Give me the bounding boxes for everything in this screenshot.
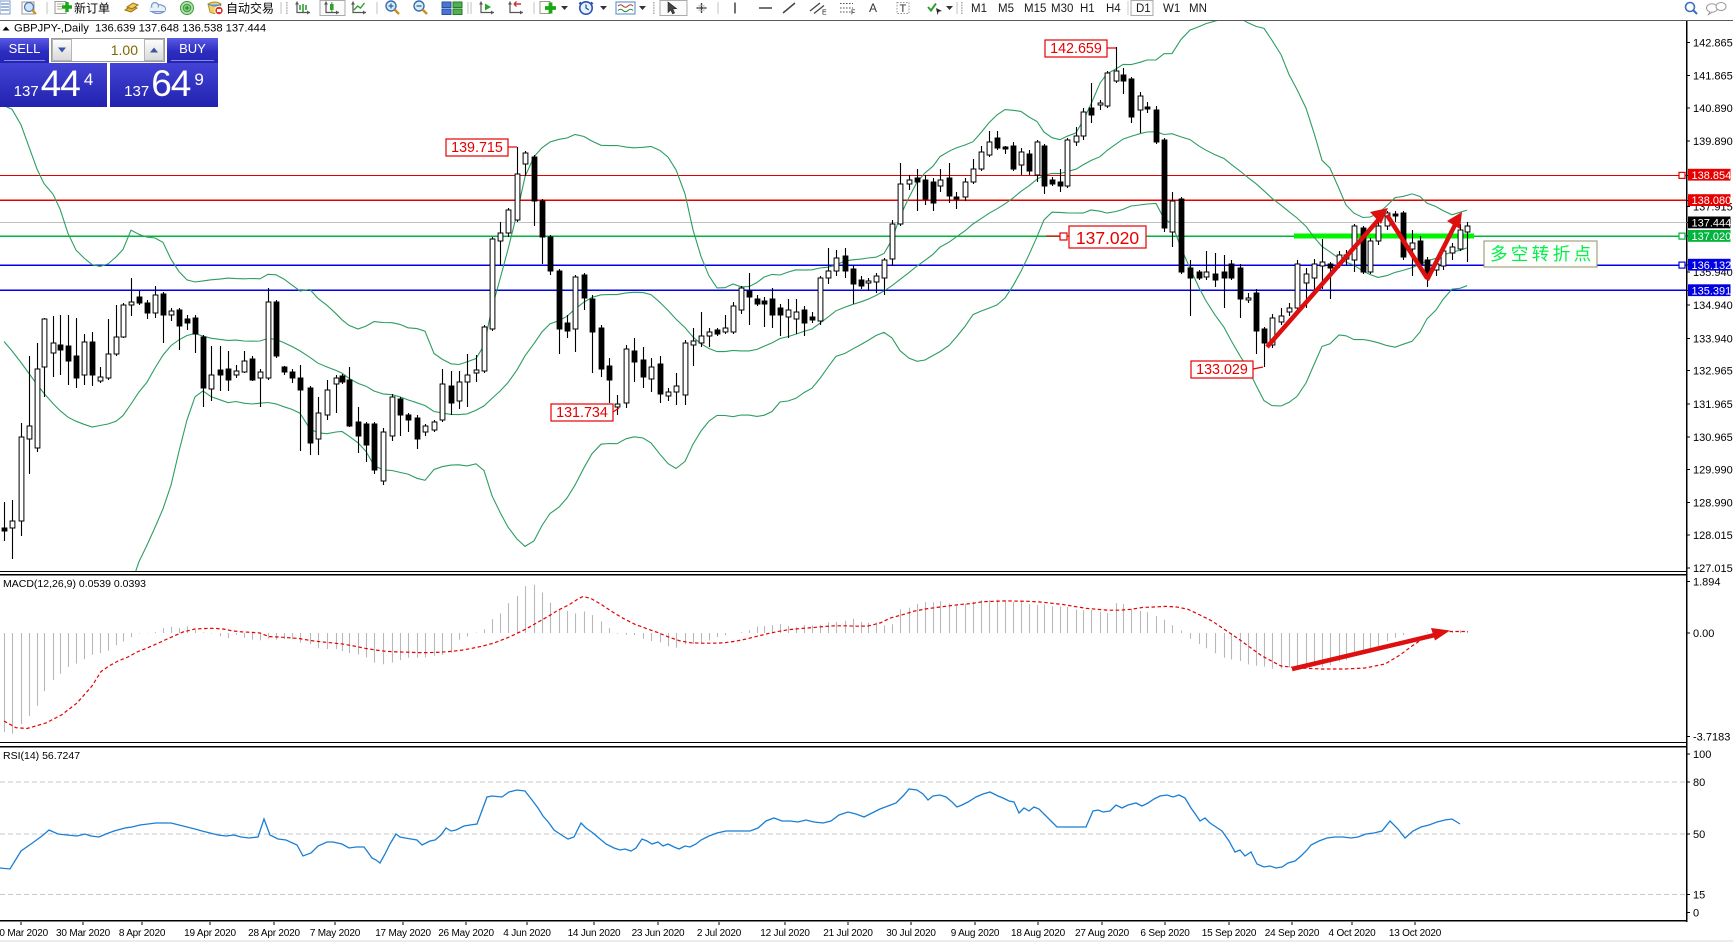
svg-text:137.020: 137.020 <box>1076 228 1140 248</box>
svg-text:28 Apr 2020: 28 Apr 2020 <box>248 928 300 939</box>
svg-text:14 Jun 2020: 14 Jun 2020 <box>568 928 621 939</box>
svg-text:130.965: 130.965 <box>1693 432 1733 444</box>
svg-text:D1: D1 <box>1136 3 1151 15</box>
svg-text:134.940: 134.940 <box>1693 300 1733 312</box>
svg-text:GBPJPY-,Daily 136.639 137.648: GBPJPY-,Daily 136.639 137.648 136.538 13… <box>14 23 266 35</box>
svg-text:24 Sep 2020: 24 Sep 2020 <box>1265 928 1320 939</box>
svg-text:23 Jun 2020: 23 Jun 2020 <box>632 928 685 939</box>
svg-text:129.990: 129.990 <box>1693 464 1733 476</box>
svg-text:141.865: 141.865 <box>1693 71 1733 83</box>
svg-text:MN: MN <box>1189 3 1207 15</box>
svg-text:131.734: 131.734 <box>556 405 608 421</box>
svg-text:30 Mar 2020: 30 Mar 2020 <box>56 928 111 939</box>
svg-text:27 Aug 2020: 27 Aug 2020 <box>1075 928 1130 939</box>
svg-text:132.965: 132.965 <box>1693 366 1733 378</box>
svg-text:H1: H1 <box>1080 3 1095 15</box>
svg-text:0: 0 <box>1693 908 1699 920</box>
svg-text:H4: H4 <box>1106 3 1121 15</box>
svg-text:100: 100 <box>1693 749 1711 761</box>
svg-text:137.020: 137.020 <box>1692 231 1732 243</box>
svg-text:7 May 2020: 7 May 2020 <box>310 928 361 939</box>
svg-text:W1: W1 <box>1163 3 1180 15</box>
svg-text:17 May 2020: 17 May 2020 <box>375 928 431 939</box>
svg-text:13 Oct 2020: 13 Oct 2020 <box>1389 928 1442 939</box>
svg-text:128.990: 128.990 <box>1693 498 1733 510</box>
svg-text:1.894: 1.894 <box>1693 577 1721 589</box>
svg-text:-3.7183: -3.7183 <box>1693 732 1730 744</box>
svg-text:26 May 2020: 26 May 2020 <box>438 928 494 939</box>
svg-text:19 Apr 2020: 19 Apr 2020 <box>184 928 236 939</box>
svg-text:12 Jul 2020: 12 Jul 2020 <box>760 928 810 939</box>
svg-text:9 Aug 2020: 9 Aug 2020 <box>951 928 1000 939</box>
svg-text:138.080: 138.080 <box>1692 195 1732 207</box>
svg-text:137.444: 137.444 <box>1692 218 1732 230</box>
svg-text:T: T <box>900 3 907 15</box>
svg-text:133.029: 133.029 <box>1196 362 1248 378</box>
svg-text:2 Jul 2020: 2 Jul 2020 <box>697 928 742 939</box>
svg-text:新订单: 新订单 <box>74 1 110 16</box>
svg-text:多空转折点: 多空转折点 <box>1490 244 1595 264</box>
svg-text:142.659: 142.659 <box>1050 41 1102 57</box>
svg-text:RSI(14) 56.7247: RSI(14) 56.7247 <box>3 750 80 762</box>
svg-text:E: E <box>822 10 827 17</box>
svg-text:6 Sep 2020: 6 Sep 2020 <box>1140 928 1190 939</box>
svg-text:F: F <box>851 10 855 17</box>
svg-text:136.132: 136.132 <box>1692 260 1732 272</box>
svg-text:20 Mar 2020: 20 Mar 2020 <box>0 928 49 939</box>
svg-text:138.854: 138.854 <box>1692 170 1732 182</box>
svg-text:MACD(12,26,9) 0.0539 0.0393: MACD(12,26,9) 0.0539 0.0393 <box>3 578 146 590</box>
svg-text:8 Apr 2020: 8 Apr 2020 <box>119 928 166 939</box>
svg-text:50: 50 <box>1693 829 1705 841</box>
svg-text:A: A <box>869 1 877 15</box>
svg-text:18 Aug 2020: 18 Aug 2020 <box>1011 928 1066 939</box>
svg-text:15: 15 <box>1693 890 1705 902</box>
svg-text:127.015: 127.015 <box>1693 563 1733 575</box>
svg-text:M15: M15 <box>1024 3 1046 15</box>
svg-text:15 Sep 2020: 15 Sep 2020 <box>1202 928 1257 939</box>
svg-text:30 Jul 2020: 30 Jul 2020 <box>886 928 936 939</box>
svg-text:M1: M1 <box>971 3 987 15</box>
svg-text:142.865: 142.865 <box>1693 37 1733 49</box>
svg-text:4 Jun 2020: 4 Jun 2020 <box>503 928 551 939</box>
svg-text:M30: M30 <box>1051 3 1073 15</box>
svg-text:21 Jul 2020: 21 Jul 2020 <box>823 928 873 939</box>
svg-text:133.940: 133.940 <box>1693 333 1733 345</box>
svg-text:139.715: 139.715 <box>451 140 503 156</box>
svg-text:4 Oct 2020: 4 Oct 2020 <box>1329 928 1377 939</box>
svg-text:131.965: 131.965 <box>1693 399 1733 411</box>
svg-text:135.391: 135.391 <box>1692 285 1732 297</box>
svg-text:0.00: 0.00 <box>1693 628 1714 640</box>
svg-text:140.890: 140.890 <box>1693 103 1733 115</box>
svg-text:128.015: 128.015 <box>1693 530 1733 542</box>
svg-text:自动交易: 自动交易 <box>226 1 274 16</box>
svg-text:M5: M5 <box>998 3 1014 15</box>
svg-text:139.890: 139.890 <box>1693 136 1733 148</box>
svg-text:80: 80 <box>1693 777 1705 789</box>
